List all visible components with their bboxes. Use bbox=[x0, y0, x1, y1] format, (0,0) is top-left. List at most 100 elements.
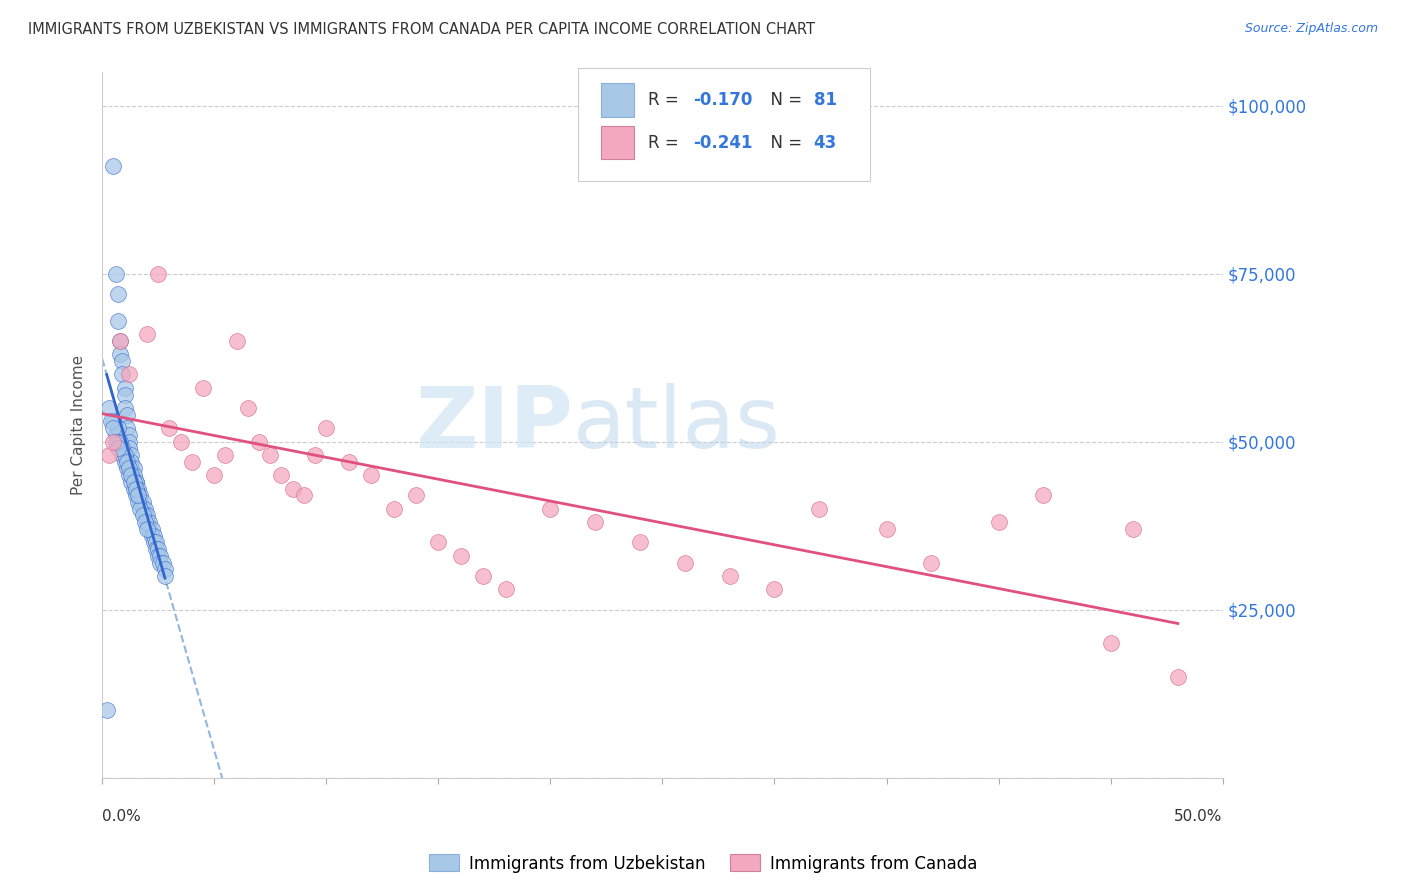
Point bbox=[125, 482, 148, 496]
Point bbox=[180, 455, 202, 469]
Point bbox=[259, 448, 281, 462]
Point bbox=[1032, 488, 1054, 502]
Point bbox=[127, 482, 149, 496]
Legend: Immigrants from Uzbekistan, Immigrants from Canada: Immigrants from Uzbekistan, Immigrants f… bbox=[422, 847, 984, 880]
Point bbox=[247, 434, 270, 449]
Point bbox=[108, 334, 131, 348]
Point bbox=[97, 401, 120, 415]
Point bbox=[145, 542, 167, 557]
Point bbox=[281, 482, 304, 496]
Point bbox=[148, 542, 170, 557]
Point bbox=[129, 501, 152, 516]
Point bbox=[115, 461, 138, 475]
Point bbox=[115, 408, 138, 422]
Point bbox=[382, 501, 405, 516]
Point bbox=[114, 381, 136, 395]
Point bbox=[136, 508, 159, 523]
Point bbox=[876, 522, 898, 536]
Point bbox=[270, 468, 292, 483]
Point bbox=[763, 582, 786, 597]
Point bbox=[136, 515, 159, 529]
Text: 0.0%: 0.0% bbox=[103, 809, 141, 824]
Point bbox=[114, 455, 136, 469]
Text: N =: N = bbox=[759, 134, 807, 152]
Text: R =: R = bbox=[648, 134, 683, 152]
Point bbox=[120, 448, 142, 462]
Text: -0.241: -0.241 bbox=[693, 134, 752, 152]
Text: 50.0%: 50.0% bbox=[1174, 809, 1223, 824]
Point bbox=[920, 556, 942, 570]
Point bbox=[292, 488, 315, 502]
FancyBboxPatch shape bbox=[600, 126, 634, 160]
Point bbox=[149, 556, 172, 570]
Point bbox=[104, 427, 127, 442]
Text: N =: N = bbox=[759, 91, 807, 109]
Point bbox=[120, 468, 142, 483]
Point bbox=[1099, 636, 1122, 650]
Point bbox=[202, 468, 225, 483]
Point bbox=[122, 482, 145, 496]
Point bbox=[153, 569, 176, 583]
Point bbox=[315, 421, 337, 435]
Text: ZIP: ZIP bbox=[415, 384, 572, 467]
Point bbox=[127, 488, 149, 502]
Point bbox=[125, 475, 148, 489]
Point bbox=[103, 434, 125, 449]
Point bbox=[115, 421, 138, 435]
Point bbox=[115, 455, 138, 469]
Point bbox=[718, 569, 741, 583]
Point bbox=[111, 448, 134, 462]
Point bbox=[103, 414, 125, 428]
Point bbox=[628, 535, 651, 549]
Point bbox=[152, 556, 174, 570]
Point bbox=[153, 562, 176, 576]
Point bbox=[131, 501, 153, 516]
Point bbox=[129, 495, 152, 509]
Point bbox=[360, 468, 382, 483]
Text: 43: 43 bbox=[814, 134, 837, 152]
Point bbox=[472, 569, 495, 583]
Point bbox=[107, 442, 129, 456]
Text: R =: R = bbox=[648, 91, 683, 109]
Point bbox=[134, 501, 156, 516]
Point bbox=[127, 488, 149, 502]
Point bbox=[131, 495, 153, 509]
Point bbox=[673, 556, 696, 570]
Point bbox=[1167, 670, 1189, 684]
Point bbox=[114, 448, 136, 462]
Point bbox=[111, 442, 134, 456]
Point bbox=[142, 535, 165, 549]
Point bbox=[495, 582, 517, 597]
Point bbox=[134, 508, 156, 523]
FancyBboxPatch shape bbox=[600, 83, 634, 117]
Point bbox=[97, 448, 120, 462]
Point bbox=[987, 515, 1010, 529]
Point bbox=[129, 488, 152, 502]
Point bbox=[808, 501, 831, 516]
Point bbox=[108, 347, 131, 361]
Point bbox=[111, 368, 134, 382]
Point bbox=[427, 535, 450, 549]
Point bbox=[108, 442, 131, 456]
Point bbox=[100, 414, 122, 428]
Point bbox=[141, 529, 163, 543]
Point bbox=[125, 475, 148, 489]
Point bbox=[111, 354, 134, 368]
Point bbox=[114, 401, 136, 415]
Point bbox=[108, 334, 131, 348]
Point bbox=[108, 434, 131, 449]
Point bbox=[104, 434, 127, 449]
Point bbox=[136, 522, 159, 536]
Point bbox=[138, 515, 160, 529]
FancyBboxPatch shape bbox=[578, 69, 870, 181]
Point bbox=[141, 522, 163, 536]
Point bbox=[125, 482, 148, 496]
Text: Source: ZipAtlas.com: Source: ZipAtlas.com bbox=[1244, 22, 1378, 36]
Point bbox=[304, 448, 326, 462]
Text: 81: 81 bbox=[814, 91, 837, 109]
Point bbox=[107, 313, 129, 327]
Point bbox=[118, 368, 141, 382]
Point bbox=[122, 475, 145, 489]
Point bbox=[225, 334, 247, 348]
Point bbox=[107, 434, 129, 449]
